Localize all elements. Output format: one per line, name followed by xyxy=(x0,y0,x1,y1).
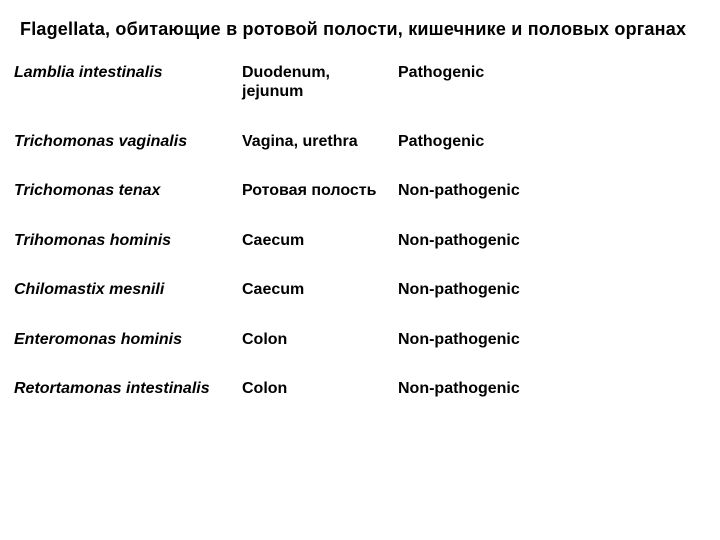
status-cell: Non-pathogenic xyxy=(398,181,706,231)
status-cell: Pathogenic xyxy=(398,63,706,132)
status-cell: Non-pathogenic xyxy=(398,280,706,330)
site-cell: Caecum xyxy=(242,280,398,330)
table-row: Enteromonas hominis Colon Non-pathogenic xyxy=(14,330,706,380)
species-cell: Enteromonas hominis xyxy=(14,330,242,380)
table-row: Trichomonas tenax Ротовая полость Non-pa… xyxy=(14,181,706,231)
site-cell: Ротовая полость xyxy=(242,181,398,231)
species-cell: Retortamonas intestinalis xyxy=(14,379,242,429)
table-row: Trihomonas hominis Caecum Non-pathogenic xyxy=(14,231,706,281)
flagellata-table: Lamblia intestinalis Duodenum, jejunum P… xyxy=(14,63,706,429)
site-cell: Colon xyxy=(242,330,398,380)
site-cell: Colon xyxy=(242,379,398,429)
table-row: Retortamonas intestinalis Colon Non-path… xyxy=(14,379,706,429)
table-row: Chilomastix mesnili Caecum Non-pathogeni… xyxy=(14,280,706,330)
species-cell: Lamblia intestinalis xyxy=(14,63,242,132)
status-cell: Non-pathogenic xyxy=(398,379,706,429)
page-title: Flagellata, обитающие в ротовой полости,… xyxy=(20,18,706,41)
site-cell: Vagina, urethra xyxy=(242,132,398,182)
page: Flagellata, обитающие в ротовой полости,… xyxy=(0,0,720,443)
table-row: Trichomonas vaginalis Vagina, urethra Pa… xyxy=(14,132,706,182)
status-cell: Pathogenic xyxy=(398,132,706,182)
site-cell: Caecum xyxy=(242,231,398,281)
species-cell: Trichomonas vaginalis xyxy=(14,132,242,182)
species-cell: Trihomonas hominis xyxy=(14,231,242,281)
species-cell: Trichomonas tenax xyxy=(14,181,242,231)
table-row: Lamblia intestinalis Duodenum, jejunum P… xyxy=(14,63,706,132)
species-cell: Chilomastix mesnili xyxy=(14,280,242,330)
status-cell: Non-pathogenic xyxy=(398,330,706,380)
site-cell: Duodenum, jejunum xyxy=(242,63,398,132)
status-cell: Non-pathogenic xyxy=(398,231,706,281)
